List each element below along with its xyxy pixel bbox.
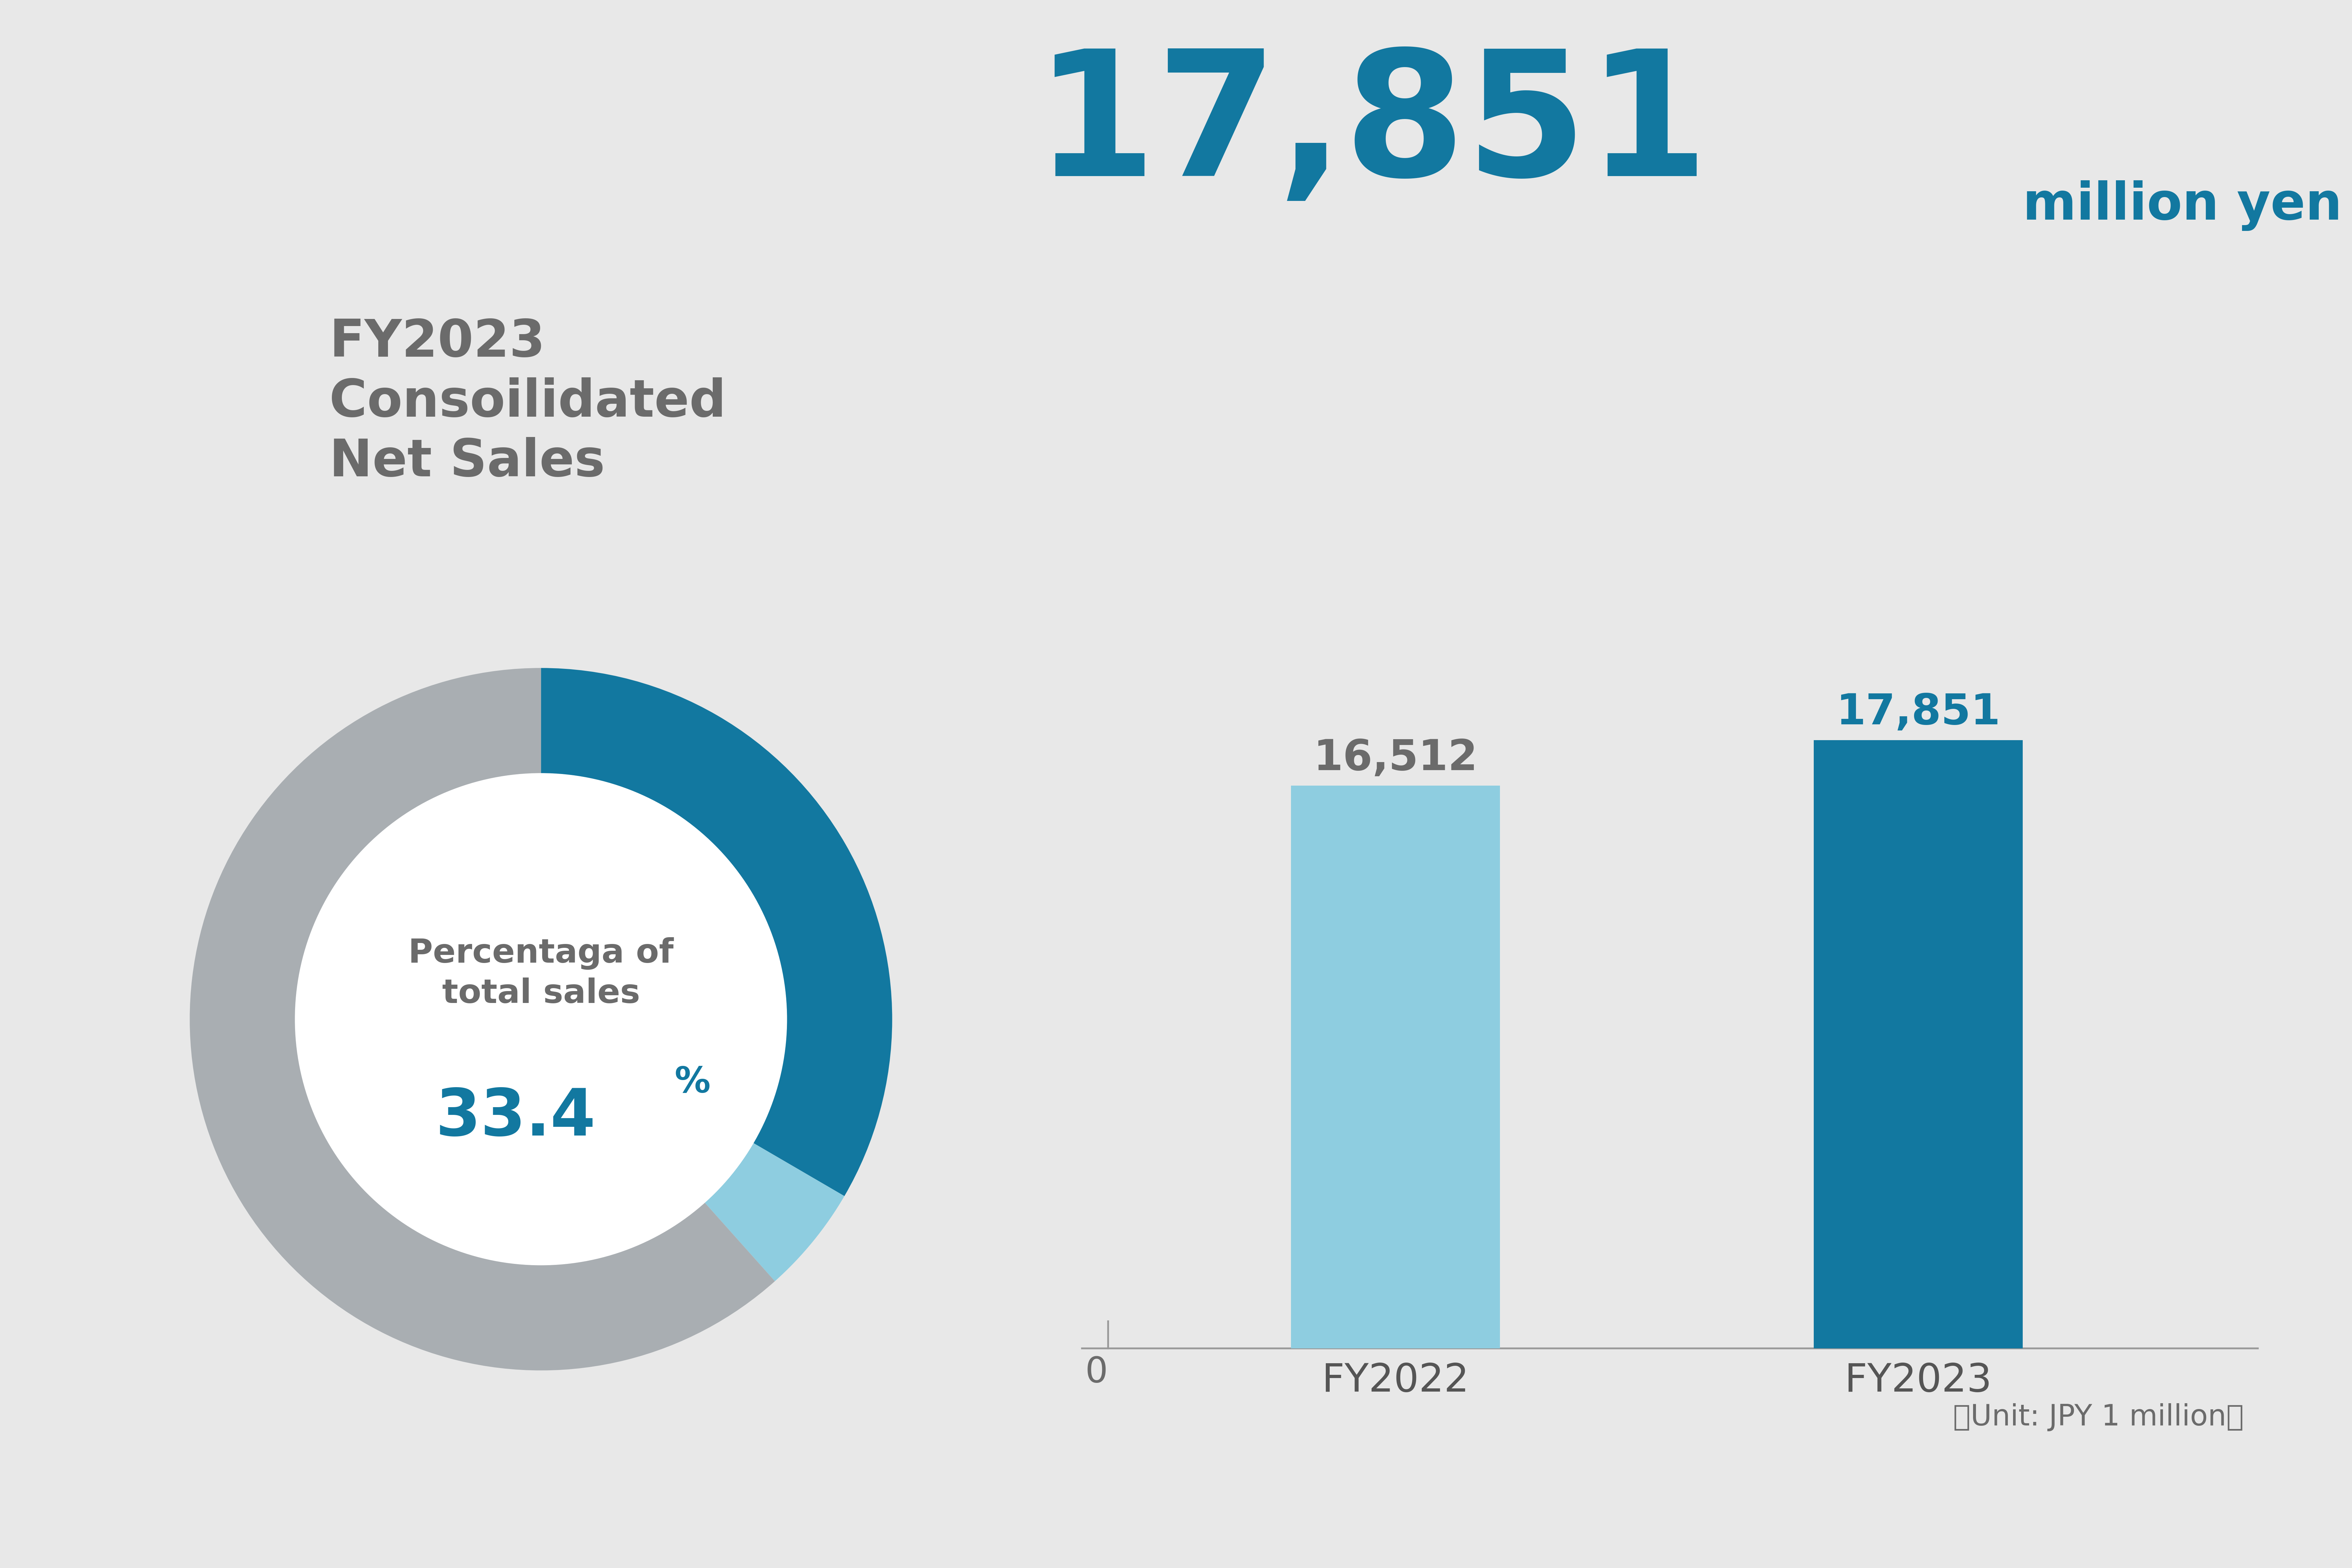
Text: Percentaga of
total sales: Percentaga of total sales [409, 938, 673, 1010]
Text: 0: 0 [1084, 1355, 1108, 1389]
Circle shape [294, 773, 788, 1265]
Text: %: % [675, 1065, 710, 1099]
Text: FY2023
Consoilidated
Net Sales: FY2023 Consoilidated Net Sales [329, 317, 727, 488]
Text: （Unit: JPY 1 million）: （Unit: JPY 1 million） [1952, 1403, 2244, 1432]
Text: 17,851: 17,851 [1035, 44, 1710, 213]
Text: 33.4: 33.4 [435, 1087, 595, 1149]
Text: million yen: million yen [2023, 180, 2343, 230]
Bar [1291, 786, 1501, 1348]
Wedge shape [191, 668, 774, 1370]
Wedge shape [541, 668, 891, 1196]
Bar [1813, 740, 2023, 1348]
Text: 16,512: 16,512 [1312, 739, 1477, 779]
Text: 17,851: 17,851 [1837, 691, 1999, 734]
Wedge shape [706, 1143, 844, 1281]
